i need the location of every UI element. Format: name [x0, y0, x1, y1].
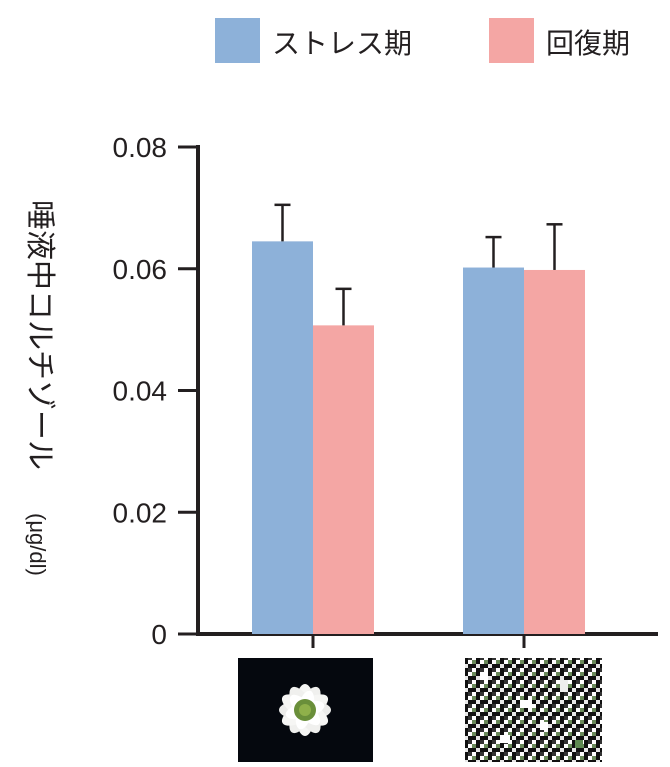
bars [252, 203, 585, 634]
y-ticks: 0 0.02 0.04 0.06 0.08 [113, 132, 198, 650]
bar-stress-1 [252, 241, 313, 634]
legend: ストレス期 回復期 [215, 18, 630, 63]
bar-recovery-2 [524, 269, 585, 634]
y-tick-label: 0.08 [113, 132, 168, 163]
y-tick-label: 0.02 [113, 497, 168, 528]
y-tick-label: 0.06 [113, 254, 168, 285]
y-axis-title: 唾液中コルチゾール (μg/dl) [22, 200, 57, 576]
legend-swatch-stress [215, 18, 260, 63]
legend-label-recovery: 回復期 [546, 27, 630, 60]
y-tick-label: 0 [151, 619, 167, 650]
category-image-mosaic [465, 658, 602, 762]
y-axis-label: 唾液中コルチゾール [22, 200, 57, 470]
legend-swatch-recovery [489, 18, 534, 63]
bar-recovery-1 [313, 325, 374, 634]
bar-stress-2 [463, 267, 524, 634]
legend-label-stress: ストレス期 [272, 27, 412, 60]
y-axis-unit: (μg/dl) [25, 513, 50, 576]
category-image-flower [238, 658, 373, 762]
y-tick-label: 0.04 [113, 376, 168, 407]
